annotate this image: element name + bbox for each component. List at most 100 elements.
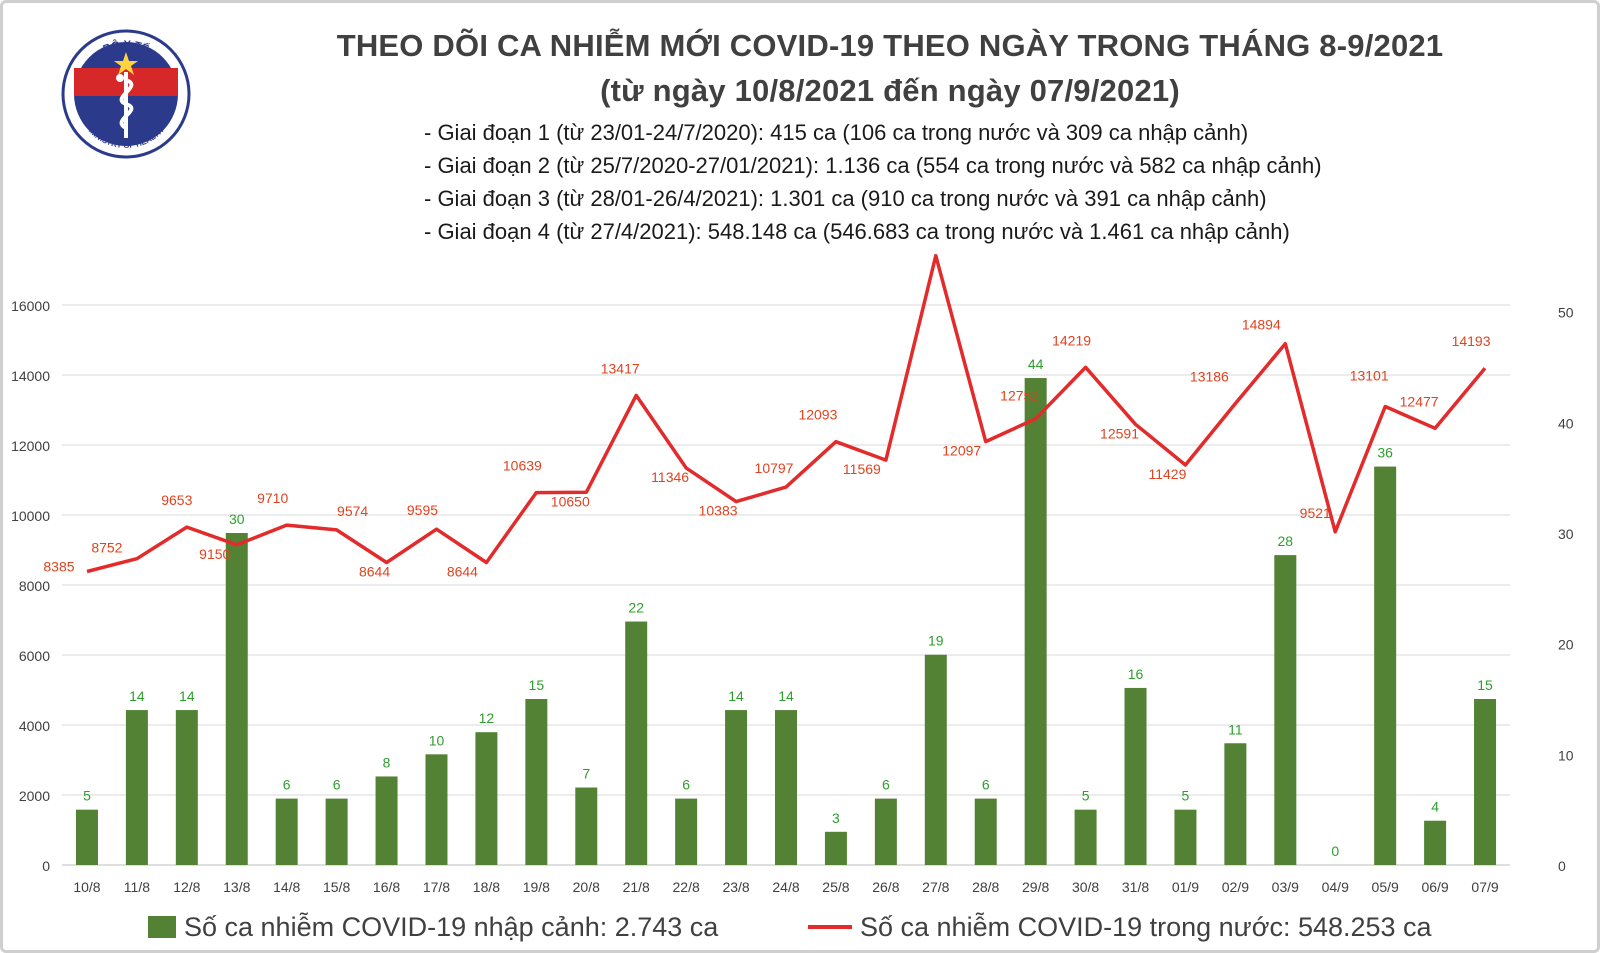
bar bbox=[974, 798, 997, 865]
x-tick-label: 06/9 bbox=[1421, 879, 1448, 895]
x-tick-label: 23/8 bbox=[722, 879, 749, 895]
x-tick-label: 30/8 bbox=[1072, 879, 1099, 895]
bar bbox=[1124, 687, 1147, 865]
logo-top-text: BỘ Y TẾ bbox=[101, 38, 150, 55]
y-left-tick-label: 12000 bbox=[11, 438, 50, 454]
bar-data-label: 3 bbox=[832, 810, 840, 826]
bar-data-label: 14 bbox=[728, 688, 744, 704]
ministry-of-health-logo: BỘ Y TẾ MINISTRY OF HEALTH bbox=[61, 29, 191, 159]
bar-data-label: 6 bbox=[333, 777, 341, 793]
x-tick-label: 11/8 bbox=[124, 879, 150, 895]
x-tick-label: 10/8 bbox=[73, 879, 100, 895]
line-data-label: 9521 bbox=[1300, 505, 1331, 521]
y-right-tick-label: 20 bbox=[1558, 637, 1574, 653]
y-right-tick-label: 50 bbox=[1558, 305, 1574, 321]
line-data-label: 10639 bbox=[503, 458, 542, 474]
legend-line-swatch bbox=[808, 925, 852, 929]
bar-data-label: 6 bbox=[882, 777, 890, 793]
bar bbox=[924, 654, 947, 865]
x-tick-label: 03/9 bbox=[1272, 879, 1299, 895]
x-tick-label: 24/8 bbox=[772, 879, 799, 895]
line-data-label: 12097 bbox=[942, 443, 981, 459]
line-data-label: 14894 bbox=[1242, 317, 1281, 333]
x-tick-label: 15/8 bbox=[323, 879, 350, 895]
legend-item-imported: Số ca nhiễm COVID-19 nhập cảnh: 2.743 ca bbox=[148, 910, 718, 944]
x-tick-label: 18/8 bbox=[473, 879, 500, 895]
line-data-label: 13417 bbox=[601, 360, 640, 376]
x-tick-label: 12/8 bbox=[173, 879, 200, 895]
bar bbox=[325, 798, 348, 865]
x-tick-label: 02/9 bbox=[1222, 879, 1249, 895]
y-left-tick-label: 6000 bbox=[19, 648, 50, 664]
y-left-tick-label: 14000 bbox=[11, 368, 50, 384]
bar bbox=[1274, 555, 1297, 865]
bar-data-label: 5 bbox=[83, 788, 91, 804]
bar-data-label: 4 bbox=[1431, 799, 1439, 815]
legend-bar-swatch bbox=[148, 916, 176, 938]
y-right-tick-label: 10 bbox=[1558, 747, 1574, 763]
line-data-label: 8644 bbox=[447, 563, 478, 579]
bar-data-label: 6 bbox=[982, 777, 990, 793]
line-data-label: 10650 bbox=[551, 493, 590, 509]
x-tick-label: 25/8 bbox=[822, 879, 849, 895]
bar-data-label: 6 bbox=[682, 777, 690, 793]
bar-data-label: 16 bbox=[1128, 666, 1144, 682]
line-data-label: 12477 bbox=[1400, 393, 1439, 409]
bar bbox=[725, 710, 748, 865]
x-tick-label: 31/8 bbox=[1122, 879, 1149, 895]
bar-data-label: 28 bbox=[1278, 533, 1294, 549]
bar bbox=[824, 831, 847, 865]
y-right-tick-label: 0 bbox=[1558, 858, 1566, 874]
x-tick-label: 01/9 bbox=[1172, 879, 1199, 895]
x-tick-label: 22/8 bbox=[673, 879, 700, 895]
line-data-label: 9595 bbox=[407, 502, 438, 518]
x-tick-label: 20/8 bbox=[573, 879, 600, 895]
bar-data-label: 0 bbox=[1331, 843, 1339, 859]
line-data-label: 12591 bbox=[1100, 425, 1139, 441]
x-tick-label: 07/9 bbox=[1471, 879, 1498, 895]
bar-data-label: 11 bbox=[1228, 721, 1243, 737]
bar-data-label: 6 bbox=[283, 777, 291, 793]
bar bbox=[874, 798, 897, 865]
bar bbox=[125, 710, 148, 865]
bar bbox=[1374, 466, 1397, 865]
chart-subtitle: (từ ngày 10/8/2021 đến ngày 07/9/2021) bbox=[600, 73, 1180, 108]
line-data-label: 13186 bbox=[1190, 368, 1229, 384]
line-data-label: 14219 bbox=[1052, 332, 1091, 348]
bar-data-label: 7 bbox=[582, 766, 590, 782]
line-data-label: 11429 bbox=[1148, 466, 1186, 482]
bar bbox=[1024, 378, 1047, 865]
x-tick-label: 14/8 bbox=[273, 879, 300, 895]
bar bbox=[425, 754, 448, 865]
bar bbox=[625, 621, 648, 865]
bar-data-label: 30 bbox=[229, 511, 245, 527]
line-data-label: 11346 bbox=[651, 469, 689, 485]
bar bbox=[375, 776, 398, 865]
line-data-label: 10383 bbox=[699, 503, 738, 519]
y-left-tick-label: 4000 bbox=[19, 718, 50, 734]
bar-data-label: 5 bbox=[1082, 788, 1090, 804]
x-tick-label: 26/8 bbox=[872, 879, 899, 895]
combo-chart: 0 2000 4000 6000 8000 10000 12000 14000 16000 0 10… bbox=[11, 253, 1574, 895]
legend-bar-label: Số ca nhiễm COVID-19 nhập cảnh: 2.743 ca bbox=[184, 911, 719, 942]
line-data-label: 10797 bbox=[755, 460, 794, 476]
bar bbox=[1224, 743, 1247, 865]
legend-item-domestic: Số ca nhiễm COVID-19 trong nước: 548.253… bbox=[808, 910, 1432, 944]
bar bbox=[1474, 698, 1497, 865]
line-data-label: 9574 bbox=[337, 503, 368, 519]
x-tick-label: 21/8 bbox=[623, 879, 650, 895]
line-data-label: 8644 bbox=[359, 563, 390, 579]
x-tick-label: 29/8 bbox=[1022, 879, 1049, 895]
bar bbox=[175, 710, 198, 865]
bar bbox=[1174, 809, 1197, 865]
y-right-tick-label: 40 bbox=[1558, 415, 1574, 431]
y-right-tick-label: 30 bbox=[1558, 526, 1574, 542]
y-left-tick-label: 0 bbox=[42, 858, 50, 874]
caduceus-icon bbox=[116, 72, 134, 138]
bar bbox=[75, 809, 98, 865]
bar-data-label: 12 bbox=[479, 710, 495, 726]
y-left-tick-label: 2000 bbox=[19, 788, 50, 804]
x-tick-label: 04/9 bbox=[1322, 879, 1349, 895]
y-left-tick-label: 8000 bbox=[19, 578, 50, 594]
line-data-label: 13101 bbox=[1350, 367, 1389, 383]
